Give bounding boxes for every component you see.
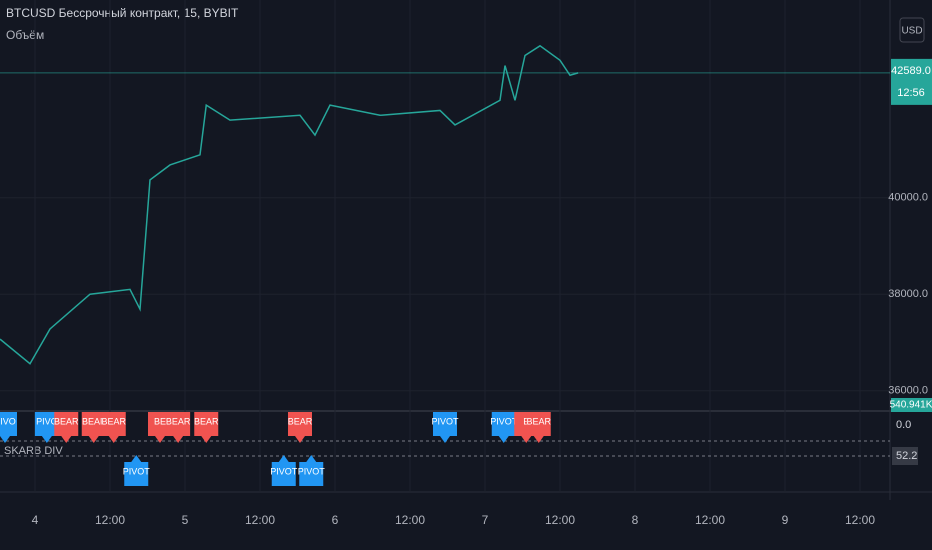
signal: [166, 412, 191, 443]
signal-box: [166, 412, 191, 436]
signal: [101, 412, 126, 443]
signal-label: BEAR: [288, 416, 313, 426]
x-tick-label: 5: [182, 513, 189, 527]
x-tick-label: 4: [32, 513, 39, 527]
signal-box: [491, 412, 516, 436]
signal: [271, 455, 296, 486]
signal-pointer: [61, 436, 72, 443]
signal-box: [433, 412, 457, 436]
signal-label: BEAR: [194, 416, 219, 426]
signal-box: [101, 412, 126, 436]
signal-label: PIVO: [0, 416, 16, 426]
signal-label: BEAR: [101, 416, 126, 426]
signal-pointer: [41, 436, 52, 443]
signal: [433, 412, 457, 443]
signal-label: BEAF: [82, 416, 106, 426]
signal-pointer: [173, 436, 184, 443]
signal-label: PIVOT: [431, 416, 459, 426]
signal: [491, 412, 516, 443]
signal-box: [0, 412, 17, 436]
signal-pointer: [440, 436, 450, 443]
signal-pointer: [498, 436, 509, 443]
currency[interactable]: USD: [901, 26, 922, 37]
y-tick-label: 40000.0: [888, 192, 928, 204]
y-tick-label: 38000.0: [888, 288, 928, 300]
signal-label: BE: [154, 416, 166, 426]
x-tick-label: 7: [482, 513, 489, 527]
signal: [0, 412, 17, 443]
signal: [194, 412, 219, 443]
volume-box: [891, 398, 932, 412]
signal-label: E: [523, 416, 529, 426]
y-tick-label: 36000.0: [888, 385, 928, 397]
price-line: [0, 44, 579, 365]
signal-label: PIVO: [36, 416, 58, 426]
x-tick-label: 12:00: [95, 513, 125, 527]
last-price-label: 42589.0: [891, 65, 931, 77]
indicator-value-box: [892, 447, 918, 465]
x-tick-label: 12:00: [845, 513, 875, 527]
signal: [54, 412, 79, 443]
signal-label: BEAR: [166, 416, 191, 426]
signal-box: [124, 462, 149, 486]
x-tick-label: 12:00: [245, 513, 275, 527]
x-tick-label: 9: [782, 513, 789, 527]
signal-box: [194, 412, 219, 436]
indicator-name: SKARB DIV: [4, 445, 63, 457]
chart-title: BTCUSD Бессрочный контракт, 15, BYBIT: [6, 6, 239, 20]
signal-box: [526, 412, 551, 436]
x-tick-label: 12:00: [545, 513, 575, 527]
signal: [299, 455, 324, 486]
signal: [288, 412, 312, 443]
x-tick-label: 6: [332, 513, 339, 527]
signal-box: [299, 462, 324, 486]
signal: [526, 412, 551, 443]
signal-pointer: [201, 436, 212, 443]
signal-label: PIVOT: [298, 466, 326, 476]
signal-label: PIVOT: [490, 416, 518, 426]
signal-box: [271, 462, 296, 486]
indicator-level-label: 52.2: [896, 450, 917, 462]
signal-pointer: [533, 436, 544, 443]
x-tick-label: 8: [632, 513, 639, 527]
indicator-level-label: 0.0: [896, 419, 911, 431]
signal-label: PIVOT: [123, 466, 151, 476]
signal-label: BEAR: [526, 416, 551, 426]
signal-label: BEAR: [54, 416, 79, 426]
signal-pointer: [108, 436, 119, 443]
volume-label: Объём: [6, 28, 44, 42]
signal-box: [54, 412, 79, 436]
currency-box[interactable]: [899, 17, 925, 43]
signal-pointer: [306, 455, 317, 462]
signal-pointer: [155, 436, 165, 443]
signal-pointer: [88, 436, 99, 443]
x-tick-label: 12:00: [695, 513, 725, 527]
signal-pointer: [131, 455, 142, 462]
signal: [124, 455, 149, 486]
signal-pointer: [278, 455, 289, 462]
signal-box: [288, 412, 312, 436]
countdown: 12:56: [897, 87, 925, 99]
signal-pointer: [521, 436, 532, 443]
volume-value: 540.941K: [890, 400, 932, 411]
signal-label: PIVOT: [270, 466, 298, 476]
signal-pointer: [0, 436, 10, 443]
x-tick-label: 12:00: [395, 513, 425, 527]
last-price-box: [891, 58, 932, 105]
signal-pointer: [295, 436, 305, 443]
